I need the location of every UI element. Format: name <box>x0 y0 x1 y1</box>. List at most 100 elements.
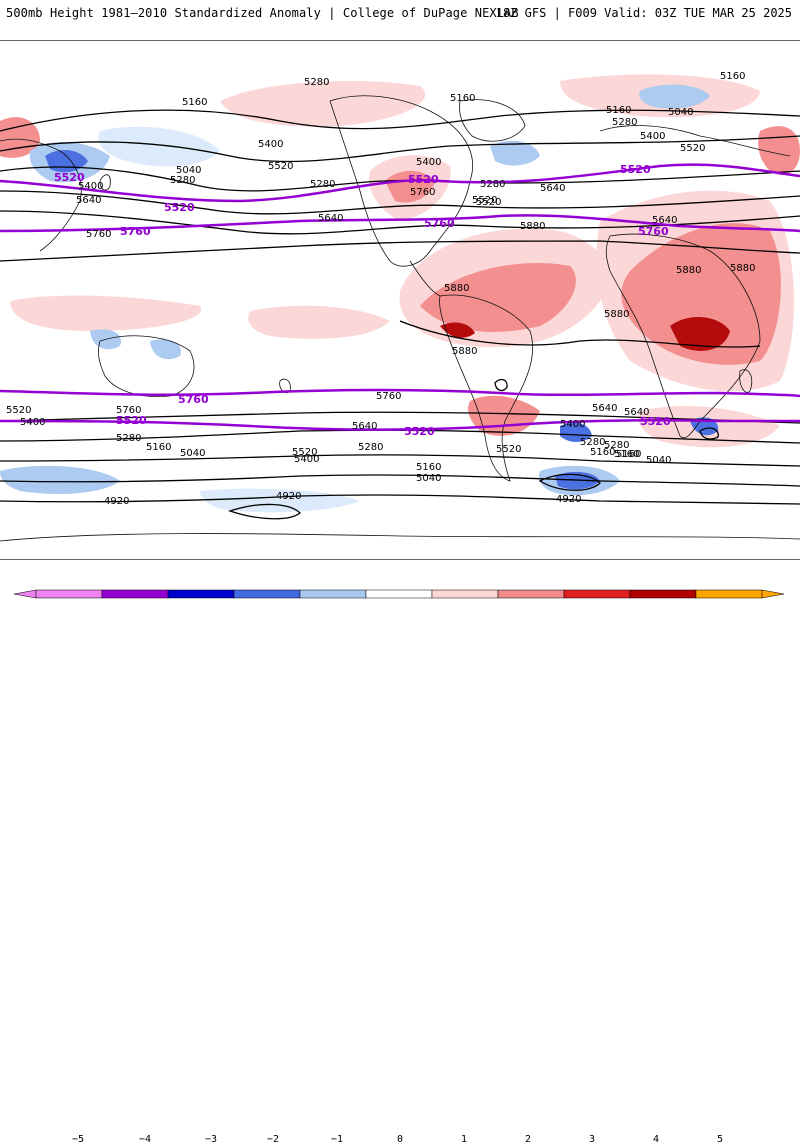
negative-anomaly-north-atlantic <box>639 84 710 109</box>
positive-anomaly-atlantic-core <box>420 262 576 332</box>
contour-line <box>0 166 800 192</box>
contour-label: 5160 <box>450 93 475 104</box>
contour-label: 5160 <box>590 447 615 458</box>
contour-label: 5400 <box>78 181 103 192</box>
positive-anomaly-brazil-deep <box>440 322 475 338</box>
colorbar-segment <box>431 589 499 599</box>
contour-label: 5280 <box>480 179 505 190</box>
positive-anomaly-north-pacific <box>220 81 426 127</box>
contour-label-highlight: 5760 <box>424 217 455 230</box>
positive-anomaly-africa-core <box>621 223 781 365</box>
negative-anomaly-south-atlantic <box>560 422 592 443</box>
japan-coast <box>99 174 111 191</box>
colorbar-graphic <box>13 589 785 599</box>
contour-line <box>0 454 800 467</box>
contour-line <box>699 427 719 440</box>
positive-anomaly-africa-deep <box>670 316 730 351</box>
contour-label: 5160 <box>416 462 441 473</box>
colorbar-left-arrow <box>13 589 37 599</box>
contour-labels: 5280 5160 5160 5160 5040 5400 5520 5040 … <box>6 71 755 507</box>
contour-label: 5880 <box>452 346 477 357</box>
central-america-coast <box>409 260 441 297</box>
negative-anomaly-north-pacific <box>98 126 220 167</box>
highlight-contour-labels: 5520 5520 5520 5520 5760 5760 5760 5760 … <box>54 163 671 438</box>
map-title: 500mb Height 1981–2010 Standardized Anom… <box>6 6 519 20</box>
colorbar-tick-label: −5 <box>71 1134 85 1145</box>
contour-label: 5880 <box>730 263 755 274</box>
colorbar-segment <box>167 589 235 599</box>
colorbar-tick-label: 4 <box>652 1134 660 1145</box>
contour-label: 5040 <box>416 473 441 484</box>
contour-label: 5760 <box>116 405 141 416</box>
contour-label: 5400 <box>20 417 45 428</box>
contour-label: 5280 <box>358 442 383 453</box>
colorbar-segment <box>695 589 763 599</box>
anomaly-map: 5280 5160 5160 5160 5040 5400 5520 5040 … <box>0 71 800 542</box>
contour-label-highlight: 5760 <box>638 225 669 238</box>
contour-5760-north <box>0 214 800 233</box>
contour-label: 5640 <box>624 407 649 418</box>
height-contours <box>0 109 800 520</box>
contour-label: 5400 <box>258 139 283 150</box>
contour-label-highlight: 5760 <box>120 225 151 238</box>
contour-label: 5040 <box>180 448 205 459</box>
contour-label: 5760 <box>86 229 111 240</box>
model-run-info: 18Z GFS | F009 Valid: 03Z TUE MAR 25 202… <box>495 6 792 20</box>
contour-label-highlight: 5760 <box>178 393 209 406</box>
positive-anomaly-south-pacific <box>248 305 390 339</box>
contour-label-highlight: 5520 <box>54 171 85 184</box>
madagascar-coast <box>739 369 753 393</box>
contour-label: 5640 <box>652 215 677 226</box>
contour-label: 5400 <box>560 419 585 430</box>
contour-line <box>227 503 301 520</box>
colorbar-segment <box>233 589 301 599</box>
colorbar-tick-label: 1 <box>460 1134 468 1145</box>
contour-label-highlight: 5520 <box>640 415 671 428</box>
colorbar-tick-label: −2 <box>266 1134 280 1145</box>
colorbar-tick-label: 2 <box>524 1134 532 1145</box>
antarctica-coast <box>0 533 800 542</box>
colorbar-segment <box>299 589 367 599</box>
contour-line <box>494 378 508 392</box>
colorbar-segment <box>35 589 103 599</box>
contour-label: 4920 <box>104 496 129 507</box>
contour-label: 5400 <box>640 131 665 142</box>
contour-label: 5160 <box>606 105 631 116</box>
contour-line <box>0 109 800 132</box>
colorbar-tick-label: −1 <box>330 1134 344 1145</box>
contour-5520-north <box>0 163 800 203</box>
colorbar-segment <box>629 589 697 599</box>
contour-label: 5280 <box>604 440 629 451</box>
colorbar-segment <box>563 589 631 599</box>
contour-label: 5280 <box>310 179 335 190</box>
highlight-contours <box>0 163 800 431</box>
contour-label: 5880 <box>604 309 629 320</box>
negative-anomaly-greenland <box>490 140 540 166</box>
contour-label: 4920 <box>276 491 301 502</box>
anomaly-shading <box>0 74 800 513</box>
contour-5520-south <box>0 418 800 431</box>
contour-label: 5640 <box>540 183 565 194</box>
positive-anomaly-north-america-core <box>385 170 435 203</box>
contour-label: 5400 <box>416 157 441 168</box>
contour-label-highlight: 5520 <box>164 201 195 214</box>
colorbar-segment <box>497 589 565 599</box>
north-america-coast <box>329 95 473 267</box>
contour-label: 5880 <box>676 265 701 276</box>
contour-label: 5280 <box>170 175 195 186</box>
contour-label: 5520 <box>680 143 705 154</box>
contour-label-highlight: 5520 <box>408 173 439 186</box>
negative-anomaly-antarctic <box>200 488 360 513</box>
colorbar-tick-label: −3 <box>204 1134 218 1145</box>
contour-line <box>0 210 800 235</box>
contour-label: 5520 <box>472 195 497 206</box>
contour-label: 5280 <box>612 117 637 128</box>
contour-line <box>0 411 800 424</box>
contour-line <box>399 320 761 348</box>
contour-label: 4920 <box>556 494 581 505</box>
contour-label: 5160 <box>616 449 641 460</box>
contour-label: 5160 <box>614 449 639 460</box>
contour-label: 5160 <box>720 71 745 82</box>
australia-coast <box>98 335 195 397</box>
contour-label: 5640 <box>318 213 343 224</box>
